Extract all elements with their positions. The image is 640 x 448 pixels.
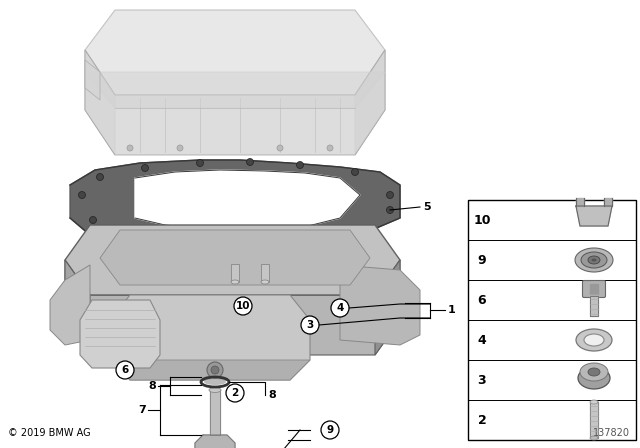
- Text: 2: 2: [477, 414, 486, 426]
- Circle shape: [331, 299, 349, 317]
- Circle shape: [127, 145, 133, 151]
- Circle shape: [301, 316, 319, 334]
- Polygon shape: [210, 390, 220, 435]
- Polygon shape: [576, 198, 584, 206]
- Polygon shape: [590, 284, 598, 294]
- Circle shape: [252, 246, 259, 254]
- Polygon shape: [85, 10, 385, 95]
- Polygon shape: [65, 260, 400, 355]
- Ellipse shape: [231, 280, 239, 284]
- Text: 3: 3: [307, 320, 314, 330]
- Polygon shape: [355, 50, 385, 155]
- Circle shape: [97, 173, 104, 181]
- Polygon shape: [135, 170, 360, 232]
- Ellipse shape: [590, 436, 598, 440]
- Text: 6: 6: [122, 365, 129, 375]
- Circle shape: [367, 228, 374, 236]
- Text: 10: 10: [473, 214, 491, 227]
- Text: 4: 4: [336, 303, 344, 313]
- Polygon shape: [340, 265, 420, 345]
- Text: 3: 3: [477, 374, 486, 387]
- Ellipse shape: [575, 248, 613, 272]
- Polygon shape: [100, 230, 370, 285]
- Polygon shape: [85, 72, 385, 108]
- Circle shape: [327, 145, 333, 151]
- Circle shape: [234, 297, 252, 315]
- Polygon shape: [231, 264, 239, 282]
- Circle shape: [116, 361, 134, 379]
- Polygon shape: [110, 360, 310, 380]
- Circle shape: [321, 421, 339, 439]
- Polygon shape: [375, 260, 400, 355]
- Circle shape: [317, 241, 323, 249]
- Ellipse shape: [590, 400, 598, 404]
- Text: 5: 5: [423, 202, 431, 212]
- Polygon shape: [590, 296, 598, 316]
- Text: 8: 8: [148, 381, 156, 391]
- Ellipse shape: [578, 367, 610, 389]
- Text: 10: 10: [236, 301, 250, 311]
- Circle shape: [277, 145, 283, 151]
- Polygon shape: [85, 50, 385, 155]
- Circle shape: [246, 159, 253, 165]
- Circle shape: [191, 244, 198, 250]
- Polygon shape: [80, 300, 160, 368]
- Polygon shape: [50, 265, 90, 345]
- Circle shape: [387, 191, 394, 198]
- Text: 1: 1: [448, 305, 456, 315]
- Polygon shape: [65, 225, 400, 295]
- Text: © 2019 BMW AG: © 2019 BMW AG: [8, 428, 91, 438]
- Ellipse shape: [591, 258, 596, 262]
- Circle shape: [131, 234, 138, 241]
- Text: 9: 9: [477, 254, 486, 267]
- Text: 7: 7: [138, 405, 146, 415]
- Ellipse shape: [588, 256, 600, 264]
- FancyBboxPatch shape: [582, 280, 605, 297]
- Circle shape: [90, 216, 97, 224]
- Ellipse shape: [204, 379, 226, 385]
- Ellipse shape: [580, 363, 608, 381]
- Circle shape: [226, 384, 244, 402]
- Ellipse shape: [588, 368, 600, 376]
- Polygon shape: [85, 60, 100, 100]
- Circle shape: [296, 161, 303, 168]
- Circle shape: [207, 362, 223, 378]
- Circle shape: [177, 145, 183, 151]
- Circle shape: [351, 168, 358, 176]
- Circle shape: [79, 191, 86, 198]
- Polygon shape: [195, 435, 235, 448]
- Polygon shape: [65, 260, 90, 355]
- Text: 8: 8: [268, 390, 276, 400]
- Polygon shape: [70, 160, 400, 252]
- Polygon shape: [576, 206, 612, 226]
- Ellipse shape: [576, 329, 612, 351]
- Polygon shape: [85, 50, 115, 155]
- Ellipse shape: [261, 280, 269, 284]
- Circle shape: [141, 164, 148, 172]
- Text: 4: 4: [477, 333, 486, 346]
- Text: 9: 9: [326, 425, 333, 435]
- Text: 6: 6: [477, 293, 486, 306]
- Circle shape: [196, 159, 204, 167]
- Polygon shape: [590, 402, 598, 438]
- Polygon shape: [110, 295, 310, 380]
- Ellipse shape: [581, 252, 607, 268]
- Circle shape: [211, 366, 219, 374]
- Bar: [468, 200, 636, 440]
- Text: 137820: 137820: [593, 428, 630, 438]
- Ellipse shape: [584, 334, 604, 346]
- Circle shape: [387, 207, 394, 214]
- Text: 2: 2: [232, 388, 239, 398]
- Polygon shape: [604, 198, 612, 206]
- Polygon shape: [261, 264, 269, 282]
- Ellipse shape: [209, 388, 221, 392]
